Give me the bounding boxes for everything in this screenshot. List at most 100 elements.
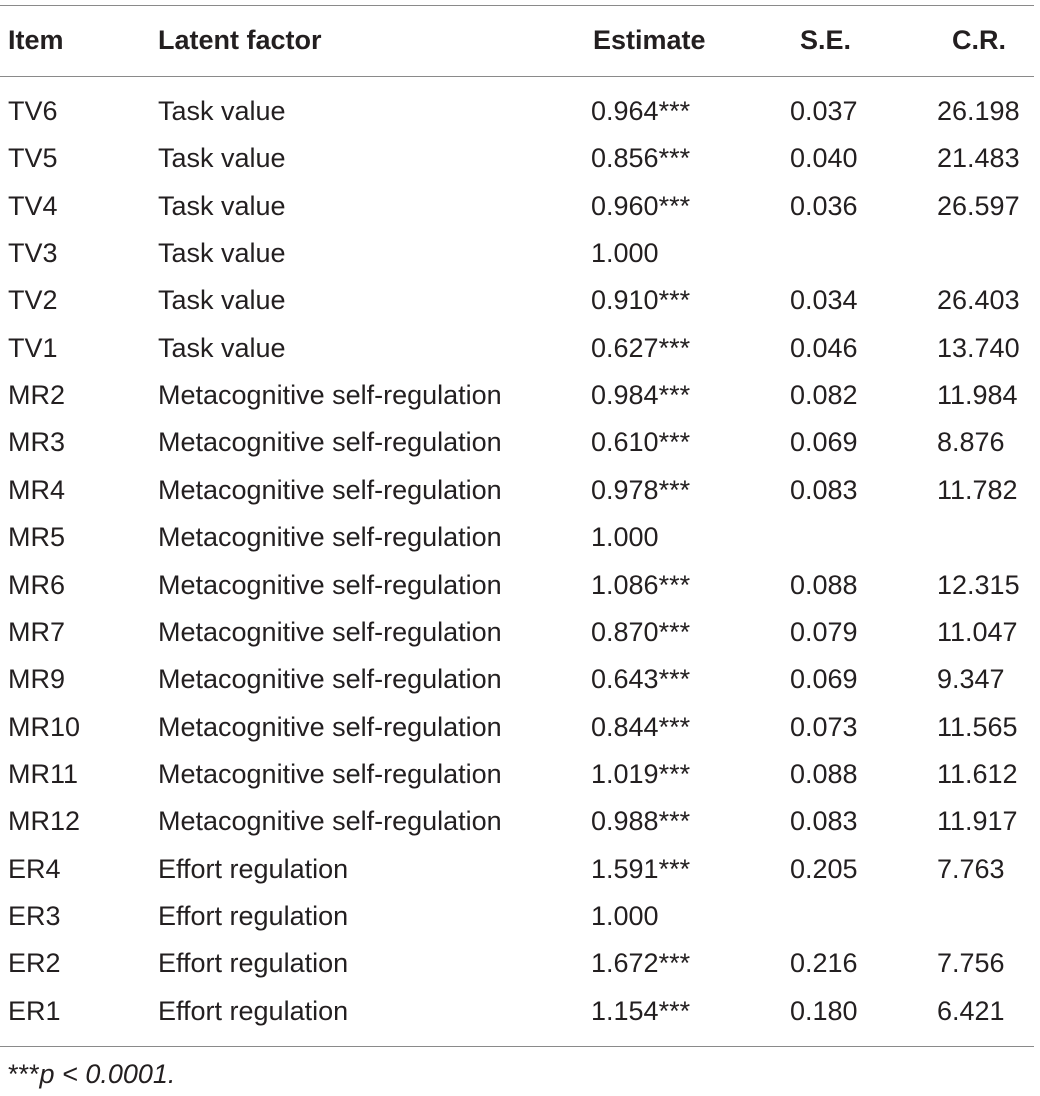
cell-estimate: 1.000 — [591, 522, 659, 552]
cell-item: MR3 — [8, 427, 66, 457]
cell-se: 0.046 — [790, 333, 858, 363]
cell-latent-factor: Task value — [158, 333, 286, 363]
cell-item: MR12 — [8, 806, 81, 836]
cell-estimate: 0.910*** — [591, 285, 691, 315]
cell-se: 0.082 — [790, 380, 858, 410]
cell-cr: 21.483 — [937, 143, 1020, 173]
cell-item: MR9 — [8, 664, 66, 694]
cell-estimate: 0.964*** — [591, 96, 691, 126]
cell-cr: 11.565 — [937, 712, 1018, 742]
cell-cr: 13.740 — [937, 333, 1020, 363]
cell-cr: 26.403 — [937, 285, 1020, 315]
cell-item: TV2 — [8, 285, 58, 315]
cell-estimate: 1.672*** — [591, 948, 691, 978]
cell-item: MR10 — [8, 712, 81, 742]
cell-cr: 11.612 — [937, 759, 1018, 789]
cell-se: 0.034 — [790, 285, 858, 315]
cell-estimate: 0.870*** — [591, 617, 691, 647]
cell-estimate: 1.000 — [591, 901, 659, 931]
cell-se: 0.205 — [790, 854, 858, 884]
cell-item: TV6 — [8, 96, 58, 126]
cell-latent-factor: Effort regulation — [158, 996, 349, 1026]
cell-cr: 11.782 — [937, 475, 1018, 505]
cell-item: ER1 — [8, 996, 61, 1026]
cell-cr: 26.198 — [937, 96, 1020, 126]
cell-latent-factor: Metacognitive self-regulation — [158, 712, 502, 742]
cell-estimate: 0.856*** — [591, 143, 691, 173]
cell-se: 0.069 — [790, 427, 858, 457]
cell-se: 0.083 — [790, 475, 858, 505]
cell-latent-factor: Effort regulation — [158, 901, 349, 931]
cell-estimate: 1.591*** — [591, 854, 691, 884]
cell-se: 0.069 — [790, 664, 858, 694]
table-footnote: ***p < 0.0001. — [8, 1058, 175, 1090]
table-top-rule — [0, 5, 1034, 6]
cell-cr: 11.917 — [937, 806, 1018, 836]
header-se: S.E. — [800, 25, 852, 55]
cell-se: 0.088 — [790, 759, 858, 789]
cell-estimate: 1.019*** — [591, 759, 691, 789]
cell-se: 0.040 — [790, 143, 858, 173]
cell-latent-factor: Task value — [158, 238, 286, 268]
cell-item: MR2 — [8, 380, 66, 410]
cell-estimate: 0.627*** — [591, 333, 691, 363]
cell-cr: 11.984 — [937, 380, 1018, 410]
cell-cr: 7.756 — [937, 948, 1005, 978]
cell-cr: 12.315 — [937, 570, 1020, 600]
cell-cr: 7.763 — [937, 854, 1005, 884]
cell-estimate: 0.844*** — [591, 712, 691, 742]
cell-se: 0.079 — [790, 617, 858, 647]
cell-latent-factor: Task value — [158, 191, 286, 221]
cell-latent-factor: Metacognitive self-regulation — [158, 664, 502, 694]
cell-item: ER3 — [8, 901, 61, 931]
cell-item: ER2 — [8, 948, 61, 978]
cell-se: 0.037 — [790, 96, 858, 126]
cell-item: MR6 — [8, 570, 66, 600]
header-estimate: Estimate — [593, 25, 706, 55]
cell-se: 0.088 — [790, 570, 858, 600]
cell-se: 0.180 — [790, 996, 858, 1026]
cell-latent-factor: Metacognitive self-regulation — [158, 806, 502, 836]
cell-latent-factor: Metacognitive self-regulation — [158, 570, 502, 600]
cell-latent-factor: Task value — [158, 285, 286, 315]
cell-estimate: 1.086*** — [591, 570, 691, 600]
header-latent-factor: Latent factor — [158, 25, 322, 55]
header-item: Item — [8, 25, 64, 55]
cell-latent-factor: Metacognitive self-regulation — [158, 759, 502, 789]
cell-item: ER4 — [8, 854, 61, 884]
cell-latent-factor: Metacognitive self-regulation — [158, 522, 502, 552]
footnote-marker: *** — [8, 1059, 40, 1089]
cell-estimate: 0.984*** — [591, 380, 691, 410]
table-bottom-rule — [0, 1046, 1034, 1047]
cell-latent-factor: Effort regulation — [158, 854, 349, 884]
cell-se: 0.216 — [790, 948, 858, 978]
cell-estimate: 0.643*** — [591, 664, 691, 694]
footnote-text: p < 0.0001. — [39, 1059, 176, 1089]
cell-item: TV1 — [8, 333, 58, 363]
cell-latent-factor: Metacognitive self-regulation — [158, 380, 502, 410]
cell-cr: 9.347 — [937, 664, 1005, 694]
cell-item: TV4 — [8, 191, 58, 221]
cell-latent-factor: Metacognitive self-regulation — [158, 427, 502, 457]
cell-estimate: 0.960*** — [591, 191, 691, 221]
cell-cr: 6.421 — [937, 996, 1005, 1026]
cell-cr: 8.876 — [937, 427, 1005, 457]
cell-estimate: 0.610*** — [591, 427, 691, 457]
cell-item: TV5 — [8, 143, 58, 173]
cell-se: 0.083 — [790, 806, 858, 836]
cell-se: 0.073 — [790, 712, 858, 742]
cell-estimate: 1.154*** — [591, 996, 691, 1026]
cell-item: MR11 — [8, 759, 79, 789]
cell-latent-factor: Task value — [158, 96, 286, 126]
cell-item: MR7 — [8, 617, 66, 647]
cell-cr: 11.047 — [937, 617, 1018, 647]
cell-item: MR4 — [8, 475, 66, 505]
cell-latent-factor: Metacognitive self-regulation — [158, 475, 502, 505]
cell-item: MR5 — [8, 522, 66, 552]
cell-latent-factor: Task value — [158, 143, 286, 173]
cell-latent-factor: Metacognitive self-regulation — [158, 617, 502, 647]
cell-estimate: 0.978*** — [591, 475, 691, 505]
cell-latent-factor: Effort regulation — [158, 948, 349, 978]
header-cr: C.R. — [952, 25, 1006, 55]
cell-item: TV3 — [8, 238, 58, 268]
